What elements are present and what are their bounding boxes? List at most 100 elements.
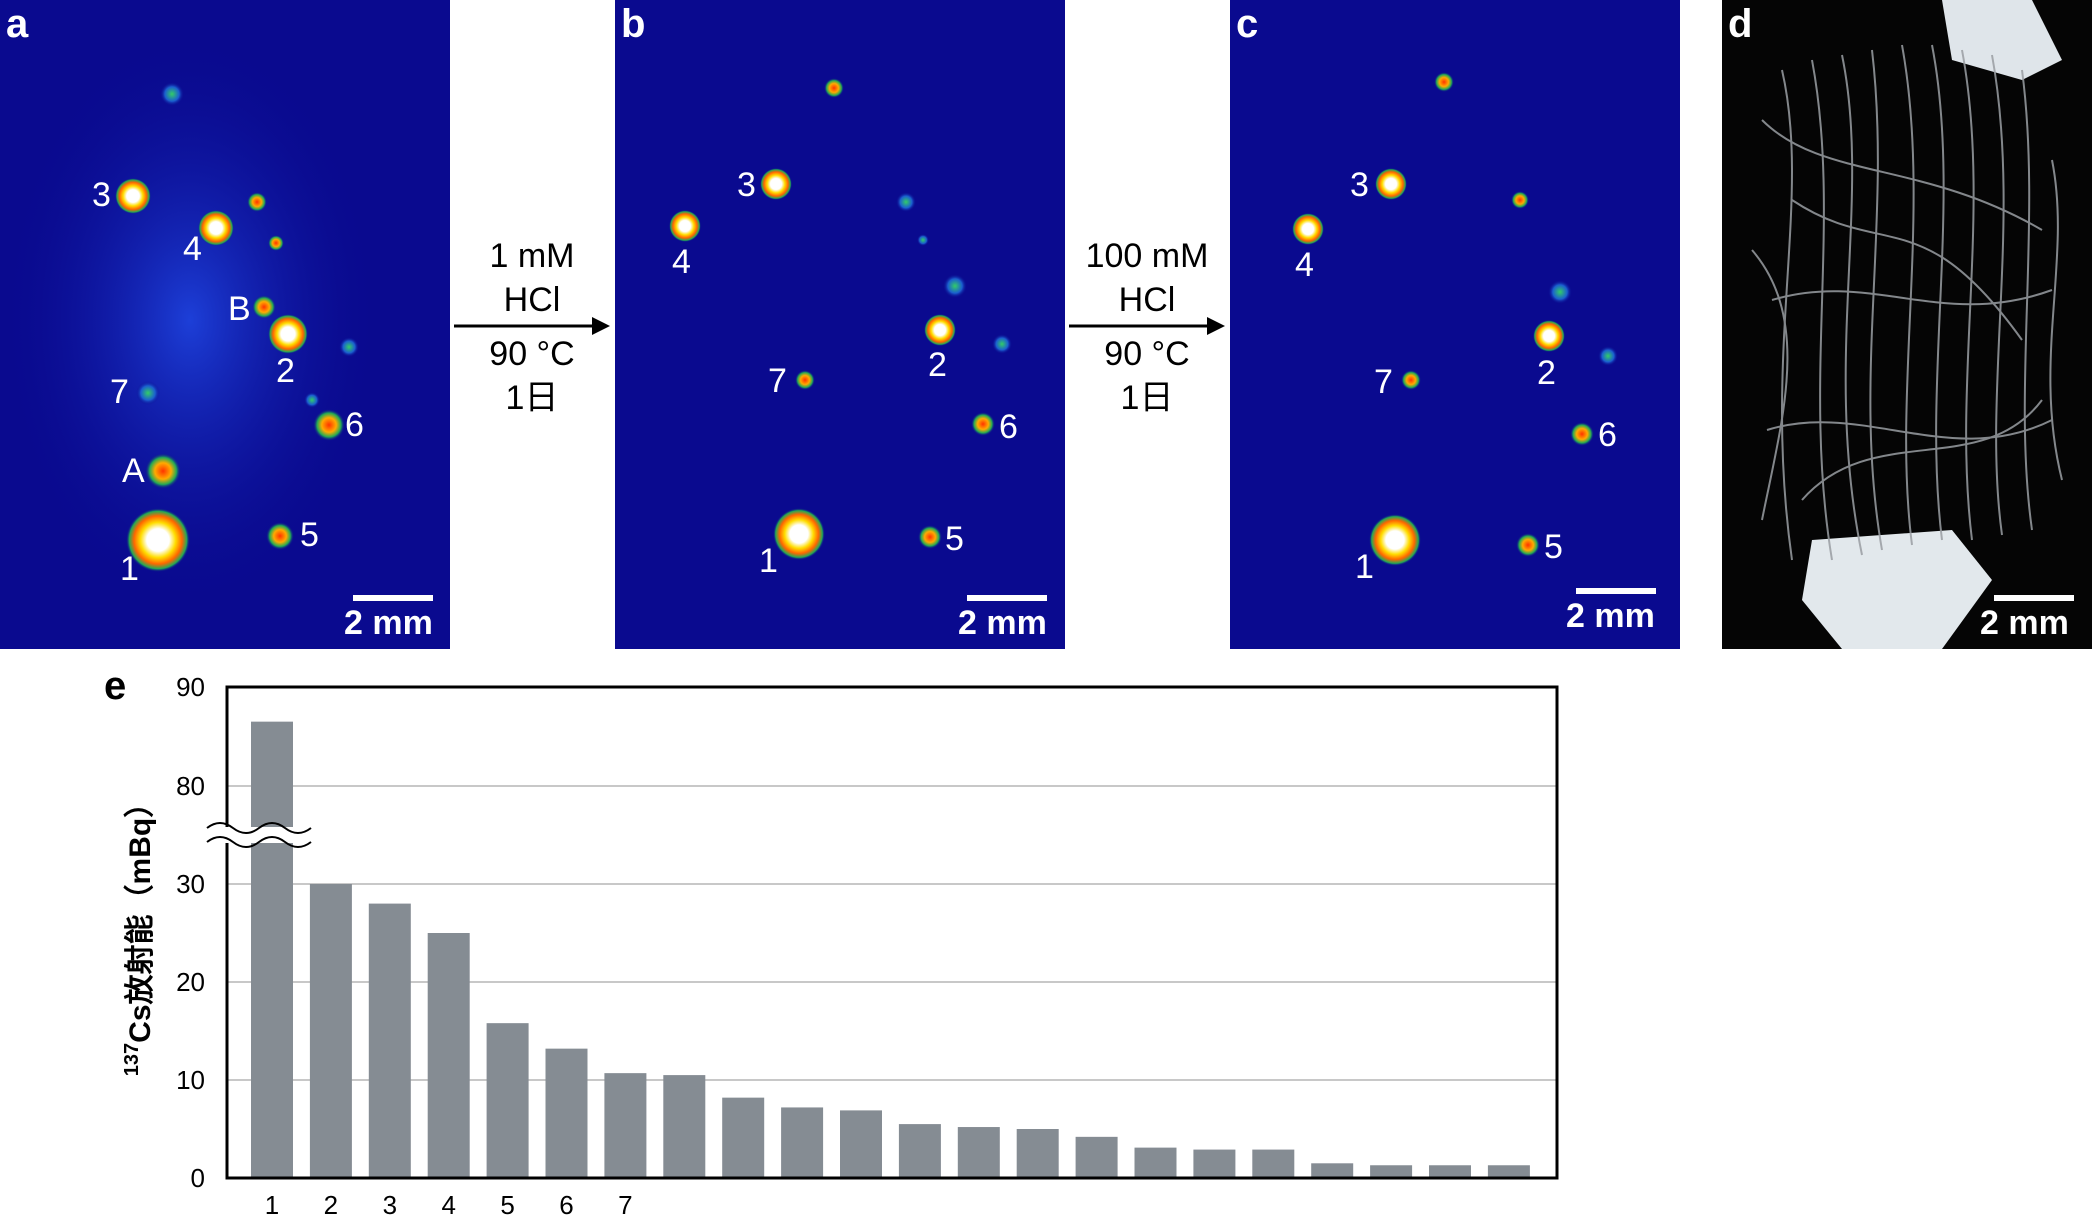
spot-1 — [126, 508, 190, 572]
panel-letter-e: e — [104, 664, 126, 708]
bar — [1016, 1129, 1059, 1178]
spot-3 — [1375, 168, 1407, 200]
bar — [486, 1023, 529, 1178]
photo-panel-d: d 2 mm — [1722, 0, 2092, 649]
spot-7 — [136, 381, 160, 405]
sample-haze — [0, 30, 380, 610]
spot-minor — [1434, 72, 1454, 92]
spot-label: 2 — [276, 352, 295, 390]
spot-label: 4 — [183, 230, 202, 268]
spot-label: 1 — [759, 542, 778, 580]
holder-bottom — [1802, 530, 1992, 649]
bar — [840, 1110, 882, 1178]
x-tick-label: 1 — [265, 1190, 279, 1215]
spot-label: 5 — [1544, 528, 1563, 566]
panel-letter-b: b — [621, 2, 646, 46]
spot-1 — [773, 508, 825, 560]
scale-bar — [353, 595, 433, 601]
spot-minor — [268, 235, 284, 251]
x-tick-label: 7 — [618, 1190, 632, 1215]
spot-minor — [1511, 191, 1529, 209]
panel-letter-c: c — [1236, 2, 1259, 46]
x-tick-label: 6 — [559, 1190, 573, 1215]
spot-label: 3 — [737, 166, 756, 204]
y-tick-label: 10 — [176, 1065, 205, 1095]
arrow-1 — [454, 317, 610, 335]
treatment-line: 90 °C — [1104, 335, 1190, 373]
treatment-line: 1日 — [505, 379, 559, 417]
scale-label: 2 mm — [1566, 597, 1655, 635]
bar — [1193, 1149, 1236, 1178]
axis-break-gap — [205, 827, 312, 843]
bar — [1252, 1149, 1295, 1178]
bar — [251, 721, 293, 1178]
arrow-2 — [1069, 317, 1225, 335]
fibers — [1751, 44, 2063, 561]
spot-2 — [1533, 320, 1565, 352]
spot-label: 1 — [120, 550, 139, 588]
spot-A — [145, 453, 181, 489]
x-tick-label: 3 — [383, 1190, 397, 1215]
bar — [309, 884, 352, 1178]
spot-3 — [760, 168, 792, 200]
x-tick-label: 4 — [441, 1190, 455, 1215]
spot-6 — [1570, 422, 1594, 446]
y-tick-label: 30 — [176, 869, 205, 899]
spot-label: 2 — [928, 346, 947, 384]
spot-4 — [669, 210, 701, 242]
panel-letter-d: d — [1728, 2, 1753, 46]
spot-6 — [971, 412, 995, 436]
treatment-line: HCl — [1118, 281, 1176, 319]
spot-minor — [917, 234, 929, 246]
spot-minor — [1548, 280, 1572, 304]
spot-7 — [795, 370, 815, 390]
y-tick-labels: 0 10 20 30 80 90 — [176, 672, 205, 1193]
treatment-line: 1 mM — [489, 237, 575, 275]
spot-minor — [1598, 346, 1618, 366]
bar — [1134, 1147, 1177, 1178]
bar — [1429, 1165, 1471, 1178]
bar — [368, 903, 411, 1178]
spot-minor — [896, 192, 916, 212]
spot-label: 6 — [1598, 416, 1617, 454]
spot-minor — [160, 82, 184, 106]
panel-letter-a: a — [6, 2, 29, 46]
bar — [1487, 1165, 1530, 1178]
x-tick-label: 5 — [500, 1190, 514, 1215]
spot-6 — [313, 409, 345, 441]
bar — [427, 933, 470, 1178]
spot-4 — [198, 210, 234, 246]
spot-label: 3 — [1350, 166, 1369, 204]
spot-5 — [1516, 533, 1540, 557]
spot-label: 5 — [945, 520, 964, 558]
axis-break-mark — [206, 836, 312, 848]
autoradiograph-c — [1292, 72, 1618, 566]
y-tick-label: 20 — [176, 967, 205, 997]
spot-minor — [824, 78, 844, 98]
scale-bar — [967, 595, 1047, 601]
spot-7 — [1401, 370, 1421, 390]
spot-minor — [247, 192, 267, 212]
y-axis-label-main: Cs放射能（mBq） — [123, 788, 157, 1043]
spot-label: 7 — [110, 373, 129, 411]
treatment-label-2: 100 mM HCl — [1047, 234, 1247, 322]
y-axis-label: 137Cs放射能（mBq） — [121, 788, 157, 1076]
autoradiograph-a — [0, 30, 380, 610]
spot-minor — [992, 334, 1012, 354]
scale-bar — [1576, 588, 1656, 594]
image-panel-b: b 3 4 2 7 6 1 5 2 mm — [615, 0, 1065, 649]
spot-4 — [1292, 213, 1324, 245]
spot-label: 4 — [1295, 246, 1314, 284]
treatment-label-2b: 90 °C 1日 — [1047, 332, 1247, 420]
spot-label: A — [122, 452, 145, 490]
spot-2 — [268, 314, 308, 354]
bar — [722, 1097, 765, 1178]
spot-minor — [339, 337, 359, 357]
autoradiograph-b — [669, 78, 1012, 560]
spot-B — [252, 295, 276, 319]
treatment-label-1: 1 mM HCl — [432, 234, 632, 322]
treatment-label-1b: 90 °C 1日 — [432, 332, 632, 420]
spot-minor — [304, 392, 320, 408]
spot-label: 6 — [345, 406, 364, 444]
holder-top — [1942, 0, 2062, 80]
